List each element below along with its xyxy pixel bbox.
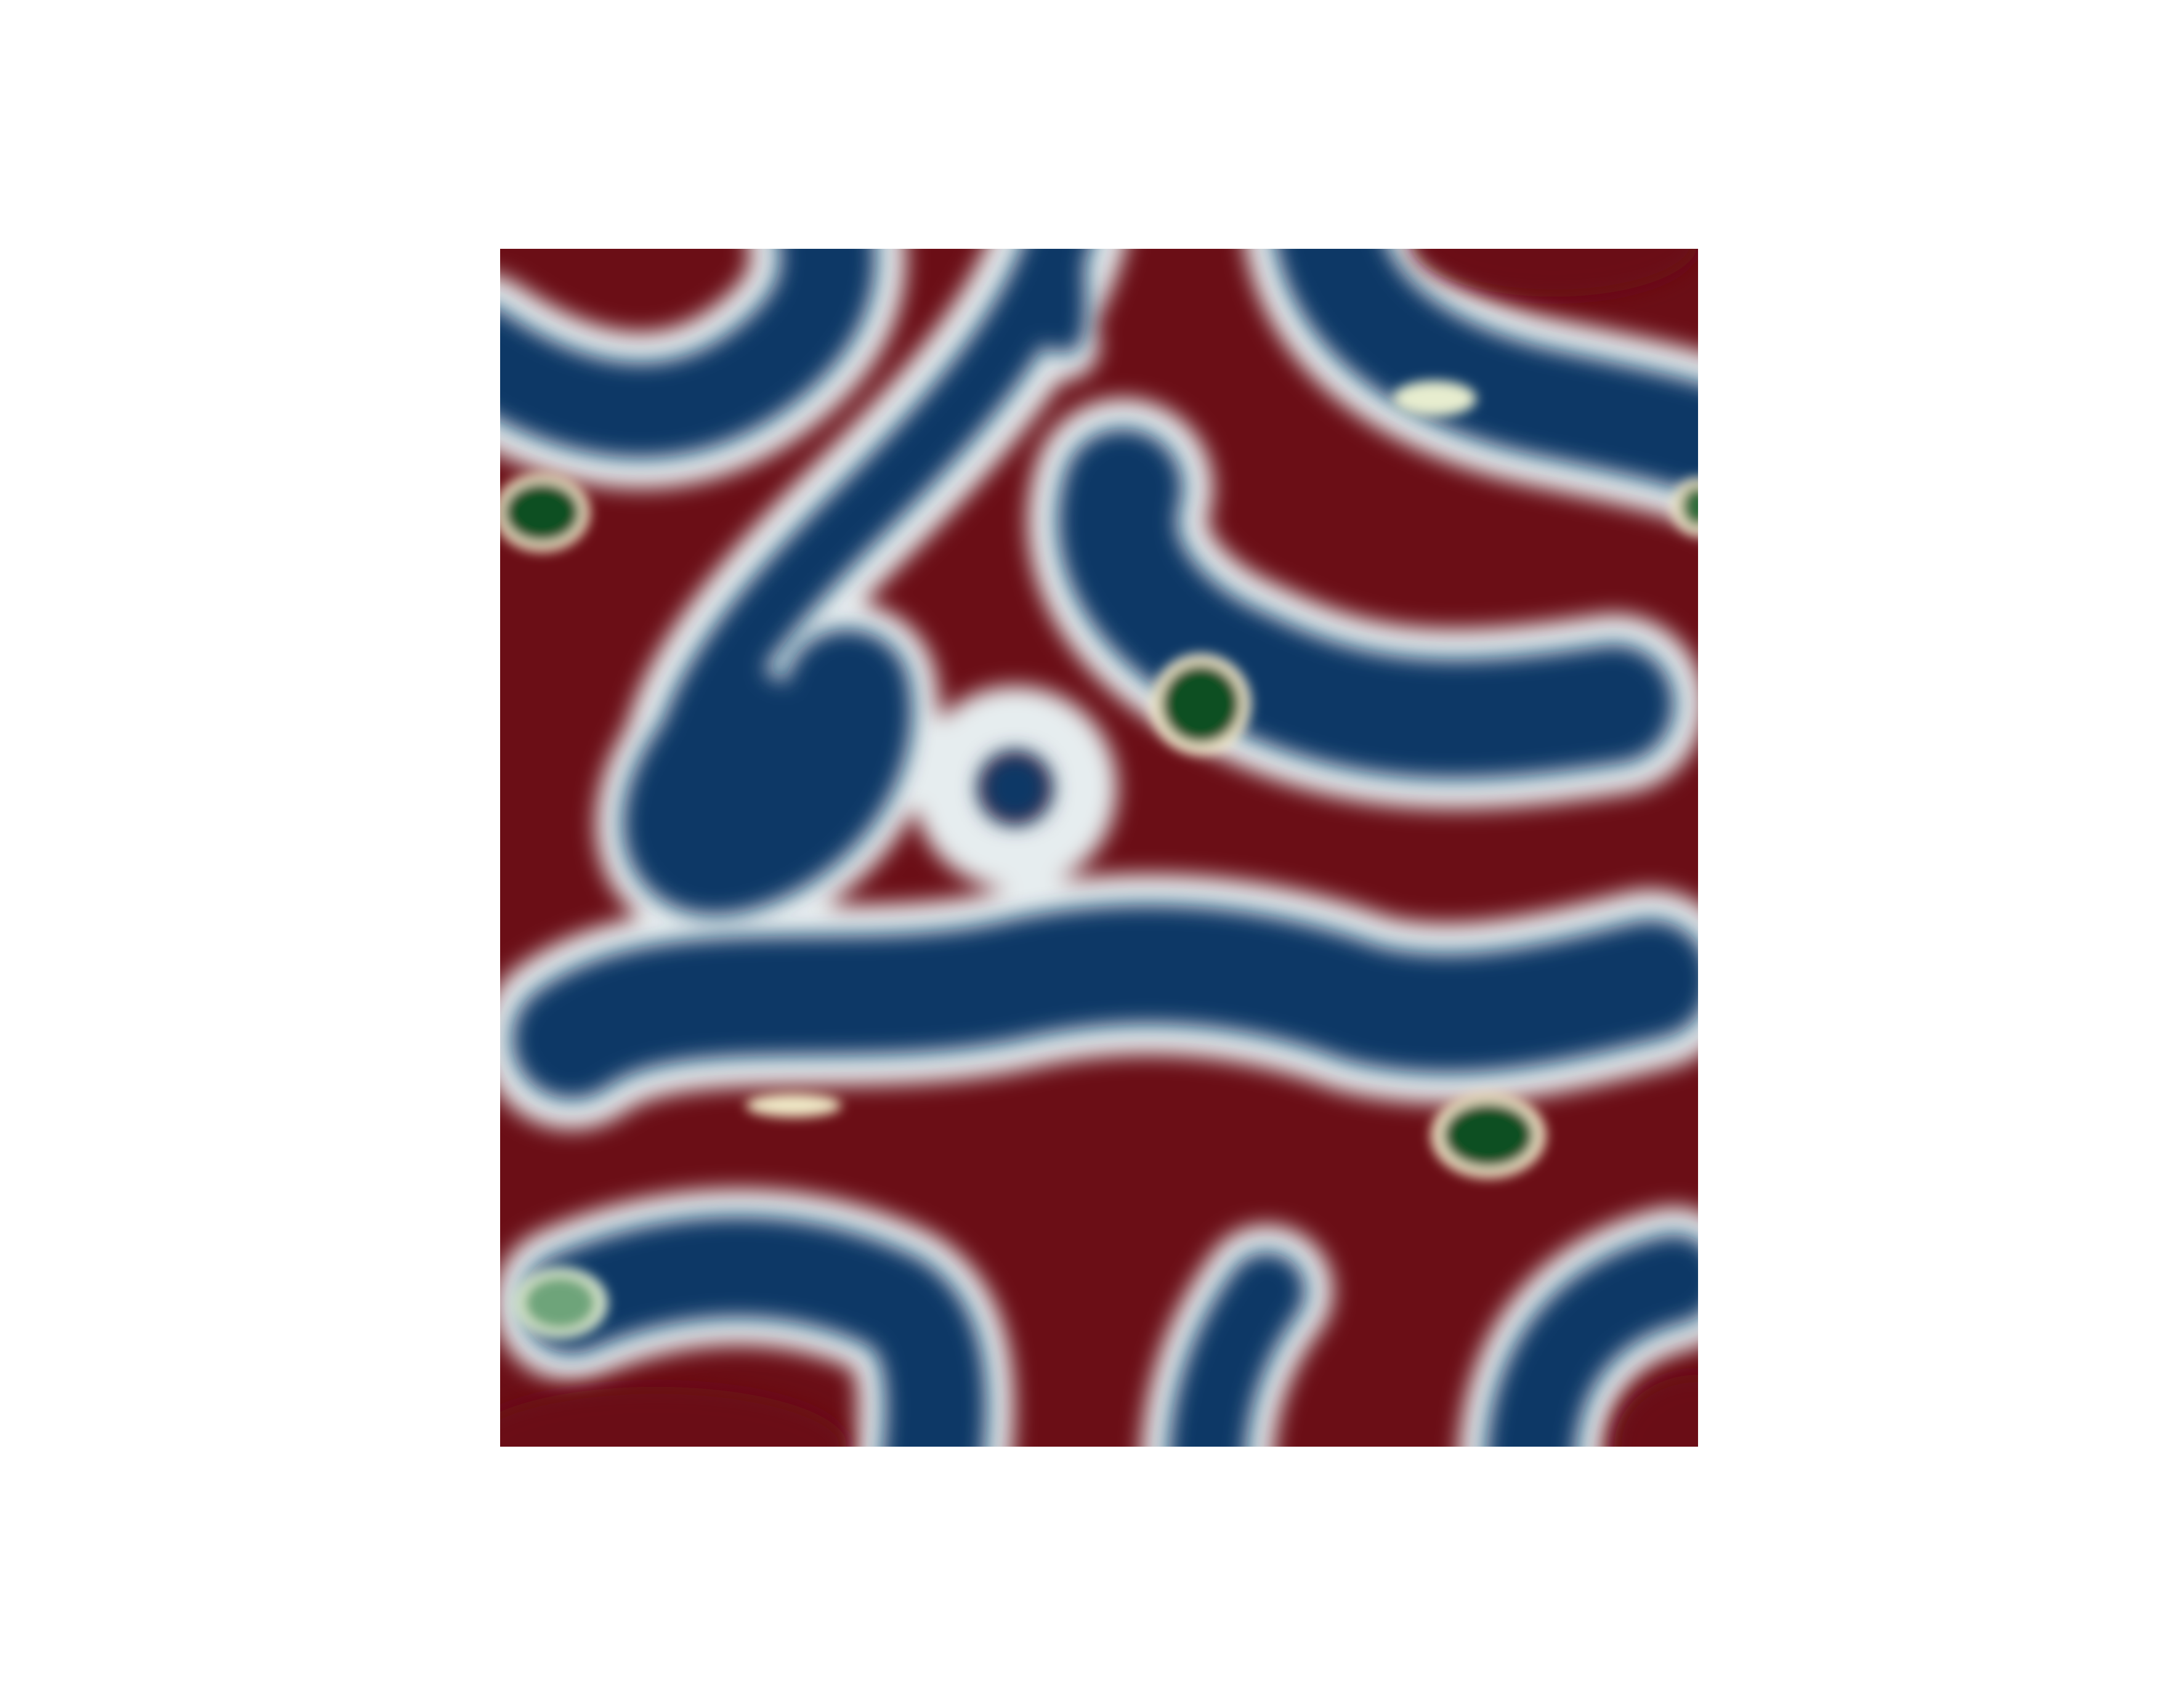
field-plot-image xyxy=(500,249,1698,1447)
defect-spots xyxy=(500,380,1698,1339)
low-phase-region xyxy=(500,249,1698,1447)
field-plot xyxy=(500,249,1698,1447)
